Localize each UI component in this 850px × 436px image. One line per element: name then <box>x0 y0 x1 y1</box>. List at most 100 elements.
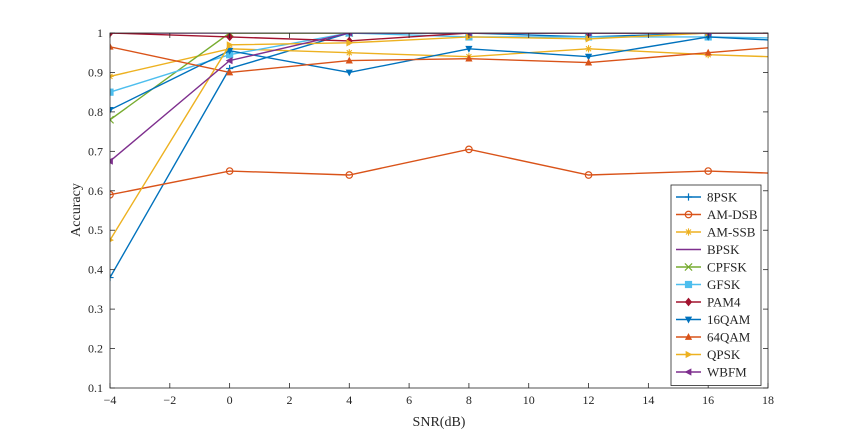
data-point-gfsk <box>110 88 114 96</box>
data-point-am-dsb <box>225 167 234 175</box>
data-point-16qam <box>584 53 593 61</box>
legend-entry: AM-DSB <box>676 207 758 222</box>
data-point-64qam <box>226 68 234 76</box>
legend-label: BPSK <box>707 242 740 257</box>
legend-entry: BPSK <box>676 242 740 257</box>
y-tick-label: 0.3 <box>88 302 103 316</box>
data-point-wbfm <box>464 33 472 37</box>
data-point-am-dsb <box>584 171 593 179</box>
y-axis-ticks: 0.1 0.2 0.3 0.4 0.5 0.6 0.7 0.8 0.9 1 <box>88 26 768 395</box>
legend-label: 64QAM <box>707 330 751 345</box>
x-axis-ticks: −4 −2 0 2 4 6 8 10 12 14 16 18 <box>104 33 774 407</box>
legend-entry: 8PSK <box>676 190 738 205</box>
legend-entry: QPSK <box>676 347 741 362</box>
data-point-cpfsk <box>110 115 115 124</box>
data-point-qpsk <box>825 29 832 36</box>
data-point-wbfm <box>584 33 592 37</box>
data-point-am-dsb <box>825 172 831 178</box>
legend: 8PSK AM-DSB AM-SSB BPSK CPFSK GFSK PAM4 16QAM 64… <box>670 184 762 386</box>
data-point-am-ssb <box>345 49 353 57</box>
legend-marker <box>684 368 692 376</box>
data-point-am-ssb <box>584 45 593 53</box>
y-tick-label: 0.7 <box>88 144 103 158</box>
legend-entry: 64QAM <box>676 330 751 345</box>
x-tick-label: 0 <box>227 393 233 407</box>
legend-label: AM-SSB <box>707 225 756 240</box>
legend-entry: WBFM <box>676 365 747 380</box>
y-tick-label: 0.4 <box>88 263 103 277</box>
x-tick-label: 6 <box>406 393 412 407</box>
series-wbfm <box>110 29 831 165</box>
legend-marker <box>684 262 693 272</box>
data-point-cpfsk <box>225 33 234 38</box>
data-point-64qam <box>824 39 831 46</box>
y-tick-label: 1 <box>97 26 103 40</box>
data-point-cpfsk <box>824 29 831 36</box>
series-64qam <box>110 39 831 76</box>
x-tick-label: 16 <box>702 393 714 407</box>
x-tick-label: 10 <box>523 393 535 407</box>
legend-label: GFSK <box>707 277 741 292</box>
y-tick-label: 0.8 <box>88 105 103 119</box>
legend-marker <box>685 350 693 359</box>
data-point-64qam <box>584 58 593 66</box>
legend-entry: CPFSK <box>676 260 747 275</box>
data-point-64qam <box>110 42 114 50</box>
legend-label: QPSK <box>707 347 741 362</box>
data-point-qpsk <box>466 33 473 41</box>
y-tick-label: 0.1 <box>88 381 103 395</box>
data-point-wbfm <box>110 157 113 165</box>
data-point-qpsk <box>226 41 234 49</box>
x-tick-label: −2 <box>163 393 176 407</box>
legend-marker <box>684 228 693 236</box>
data-point-pam4 <box>110 33 114 38</box>
legend-label: 8PSK <box>707 190 738 205</box>
data-point-64qam <box>704 48 712 56</box>
legend-entry: AM-SSB <box>676 225 756 240</box>
data-point-64qam <box>465 54 473 62</box>
y-tick-label: 0.5 <box>88 223 103 237</box>
data-point-qpsk <box>346 39 354 47</box>
data-point-pam4 <box>824 29 831 38</box>
plot-area <box>110 33 768 388</box>
data-point-wbfm <box>824 29 831 36</box>
data-point-am-dsb <box>345 171 354 179</box>
data-point-am-dsb <box>465 145 473 154</box>
data-point-am-ssb <box>824 55 831 62</box>
x-tick-label: 4 <box>346 393 352 407</box>
data-point-16qam <box>345 69 353 77</box>
legend-label: AM-DSB <box>707 207 758 222</box>
legend-marker <box>684 193 693 201</box>
legend-label: CPFSK <box>707 260 747 275</box>
x-tick-label: 18 <box>762 393 774 407</box>
data-point-8psk <box>110 273 114 282</box>
data-point-16qam <box>824 40 831 47</box>
legend-entry: 16QAM <box>676 312 751 327</box>
data-point-8psk <box>824 29 831 36</box>
data-point-16qam <box>110 107 114 114</box>
data-point-wbfm <box>225 57 233 65</box>
data-point-am-dsb <box>704 167 713 175</box>
data-point-wbfm <box>345 33 353 37</box>
data-point-16qam <box>226 47 234 55</box>
legend-label: 16QAM <box>707 312 751 327</box>
data-point-qpsk <box>110 237 114 243</box>
data-point-qpsk <box>585 35 593 43</box>
x-tick-label: 2 <box>286 393 292 407</box>
legend-marker <box>684 297 693 307</box>
plot-frame <box>109 32 769 389</box>
legend-entry: PAM4 <box>676 295 741 310</box>
data-point-16qam <box>465 45 473 53</box>
x-tick-label: −4 <box>104 393 117 407</box>
series-line-am-dsb <box>110 148 768 196</box>
y-axis-label: Accuracy <box>69 183 84 237</box>
x-tick-label: 8 <box>466 393 472 407</box>
legend-marker <box>684 280 693 289</box>
y-tick-label: 0.6 <box>88 184 103 198</box>
data-point-64qam <box>345 56 353 64</box>
y-tick-label: 0.9 <box>88 65 103 79</box>
data-point-wbfm <box>704 33 712 37</box>
x-tick-label: 14 <box>642 393 654 407</box>
x-axis-label: SNR(dB) <box>413 415 466 430</box>
